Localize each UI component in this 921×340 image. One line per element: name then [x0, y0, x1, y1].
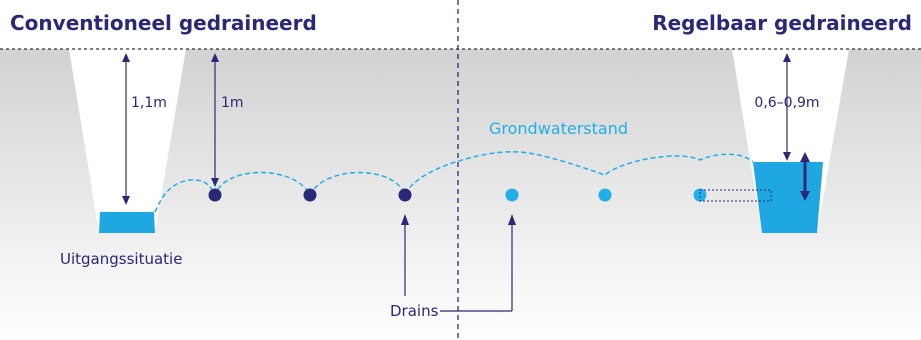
drain-depth-arrow — [211, 53, 219, 187]
initial-situation-label: Uitgangssituatie — [60, 250, 182, 268]
water-level-adjust-arrow — [800, 152, 810, 201]
drain-dark-2 — [303, 188, 317, 202]
drain-dark-3 — [398, 188, 412, 202]
ditch-left — [69, 49, 186, 233]
water-left — [99, 212, 155, 233]
ditch-depth-label-left: 1,1m — [131, 95, 167, 111]
groundwater-line — [154, 151, 754, 213]
ditch-depth-arrow-right — [783, 53, 791, 161]
ditch-depth-label-right: 0,6–0,9m — [754, 95, 819, 111]
drain-depth-label: 1m — [221, 95, 244, 111]
drain-light-1 — [505, 188, 519, 202]
title-right: Regelbaar gedraineerd — [652, 11, 912, 35]
ditch-depth-arrow-left — [122, 53, 130, 205]
drain-outlet-pipe — [699, 189, 772, 202]
drains-label: Drains — [390, 302, 439, 320]
drain-light-2 — [598, 188, 612, 202]
water-right — [753, 162, 823, 233]
title-left: Conventioneel gedraineerd — [10, 11, 317, 35]
drain-dark-1 — [208, 188, 222, 202]
drains-connector — [401, 214, 516, 312]
groundwater-label: Grondwaterstand — [489, 119, 628, 138]
drain-light-3 — [693, 188, 707, 202]
